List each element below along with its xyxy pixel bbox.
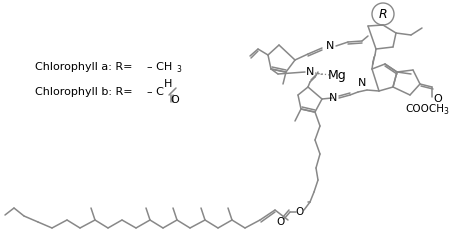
Text: H: H — [164, 79, 173, 89]
Text: Mg: Mg — [328, 70, 346, 82]
Text: 3: 3 — [176, 65, 181, 74]
Text: N: N — [326, 41, 334, 51]
Text: N: N — [306, 67, 314, 77]
Text: Chlorophyll b: R=: Chlorophyll b: R= — [35, 87, 133, 97]
Text: N: N — [358, 78, 366, 88]
Text: O: O — [277, 217, 285, 227]
Text: 3: 3 — [443, 107, 448, 115]
Text: R: R — [379, 8, 387, 20]
Text: O: O — [433, 94, 442, 104]
Text: – CH: – CH — [147, 62, 172, 72]
Text: O: O — [296, 207, 304, 217]
Text: O: O — [170, 95, 179, 105]
Text: Chlorophyll a: R=: Chlorophyll a: R= — [35, 62, 133, 72]
Text: N: N — [329, 93, 337, 103]
Text: COOCH: COOCH — [405, 104, 444, 114]
Text: – C: – C — [147, 87, 164, 97]
